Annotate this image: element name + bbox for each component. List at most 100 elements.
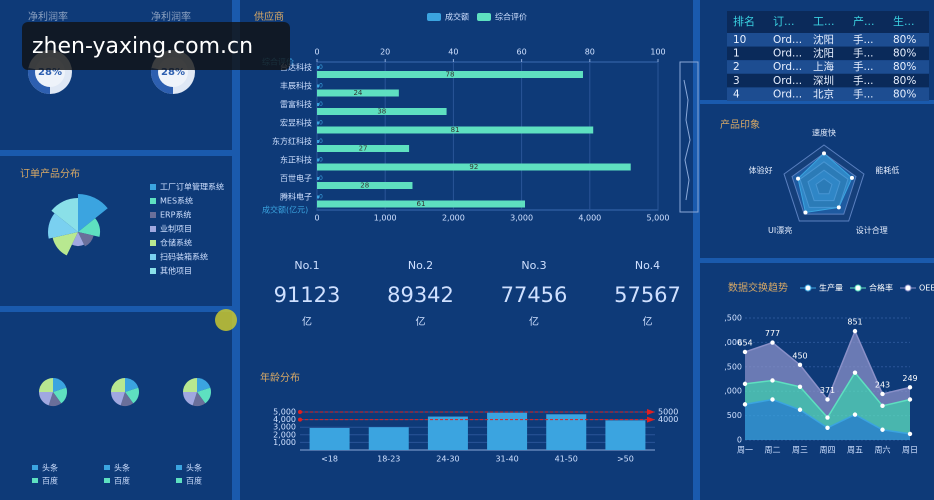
legend-swatch: [104, 478, 110, 483]
y-tick-label: 0: [737, 436, 742, 445]
legend-label: 头条: [42, 463, 58, 473]
point: [797, 384, 803, 390]
data-zoom[interactable]: [679, 61, 699, 213]
table-cell: 北京: [813, 87, 834, 100]
y-tick-label: ,000: [724, 338, 742, 347]
x-tick-label: 周三: [792, 446, 808, 455]
table-row: [727, 33, 929, 47]
bar: [546, 414, 587, 450]
pie-slice: [111, 392, 125, 406]
point: [742, 381, 748, 387]
bar: [605, 420, 646, 450]
bar: [317, 121, 319, 125]
table-cell: 1: [733, 48, 740, 60]
bar: [317, 84, 319, 88]
x-tick-label: 18-23: [377, 455, 400, 464]
point: [880, 391, 885, 397]
pie-slice: [53, 387, 67, 404]
rank-value: 91123: [274, 283, 341, 307]
radar-area: [797, 152, 853, 214]
value-label: 0: [319, 101, 323, 108]
y-tick-label: 雷富科技: [280, 99, 312, 109]
radar-label: 体验好: [749, 165, 773, 175]
watermark: zhen-yaxing.com.cn: [32, 34, 253, 59]
rank-label: No.1: [294, 259, 319, 272]
rose-slice: [52, 232, 78, 256]
rank-unit: 亿: [416, 315, 426, 328]
point: [770, 340, 775, 345]
mark-arrow: [647, 409, 655, 415]
y-tick-label: 丰辰科技: [280, 81, 312, 91]
rank-value: 57567: [614, 283, 681, 307]
point: [907, 431, 913, 437]
legend-swatch: [477, 13, 491, 21]
y-tick-label: 500: [727, 411, 742, 420]
point: [825, 415, 830, 420]
value-label: 28: [360, 182, 369, 190]
table-cell: 手...: [853, 33, 874, 46]
value-label: 78: [446, 71, 455, 79]
y-tick-label: ,500: [724, 362, 742, 371]
legend-label: 成交额: [445, 12, 469, 22]
x-tick-label: 1,000: [374, 214, 397, 223]
table-cell: 手...: [853, 74, 874, 87]
bar: [317, 126, 594, 134]
legend-swatch: [427, 13, 441, 21]
pie-slice: [183, 392, 197, 406]
legend-label: 业制项目: [160, 224, 192, 234]
gauge-label: 28%: [161, 67, 185, 78]
y-tick-label: 东方红科技: [272, 136, 312, 146]
table-cell: 4: [733, 88, 740, 100]
bar: [317, 195, 319, 199]
value-label: 450: [792, 351, 807, 360]
table-cell: Ord...: [773, 88, 802, 100]
value-label: 371: [820, 386, 835, 395]
y-tick-label: 1,000: [273, 438, 296, 447]
legend-swatch: [150, 198, 156, 204]
point: [852, 328, 858, 334]
bar: [317, 71, 583, 78]
bar: [317, 66, 319, 69]
point: [852, 370, 858, 375]
point: [880, 427, 885, 432]
x-tick-label: 31-40: [495, 455, 518, 464]
bar: [427, 416, 468, 450]
radar-label: UI漂亮: [768, 225, 792, 235]
x-tick-label: 0: [314, 214, 319, 223]
point: [907, 397, 913, 402]
x2-tick-label: 20: [380, 48, 390, 57]
value-label: 0: [319, 138, 323, 145]
table-header-cell: 工...: [813, 15, 835, 28]
table-cell: 3: [733, 75, 740, 87]
panel: [0, 156, 232, 306]
y-tick-label: 5,000: [273, 408, 296, 417]
legend-label: OEE: [919, 284, 934, 293]
table-cell: 手...: [853, 60, 874, 73]
legend-swatch: [150, 212, 156, 218]
y-tick-label: ,000: [724, 387, 742, 396]
table-cell: 手...: [853, 87, 874, 100]
axis-label: 成交额(亿元): [262, 205, 308, 215]
point: [797, 407, 803, 412]
point: [880, 403, 885, 409]
value-label: 0: [319, 83, 323, 90]
table-row: [727, 73, 929, 88]
legend-label: 仓储系统: [160, 238, 192, 248]
value-label: 0: [319, 64, 323, 71]
value-label: 0: [319, 194, 323, 201]
bar: [317, 108, 447, 115]
pie-slice: [183, 378, 197, 392]
table-cell: 上海: [813, 60, 834, 73]
legend-label: MES系统: [160, 196, 193, 206]
table-cell: 10: [733, 34, 746, 46]
legend-swatch: [150, 240, 156, 246]
table-cell: 80%: [893, 34, 916, 46]
pie-slice: [53, 378, 67, 392]
value-label: 243: [875, 380, 890, 389]
x-tick-label: 周日: [902, 446, 918, 455]
pie-slice: [48, 392, 62, 406]
value-label: 0: [319, 175, 323, 182]
point: [825, 425, 830, 430]
y-tick-label: 4,000: [273, 415, 296, 424]
value-label: 0: [319, 120, 323, 127]
